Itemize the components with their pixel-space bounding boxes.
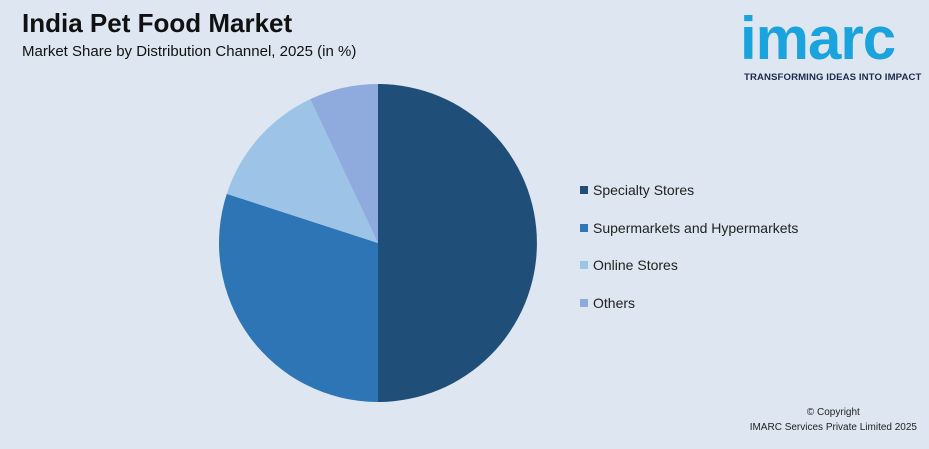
legend-label: Others — [593, 294, 636, 311]
copyright-line2: IMARC Services Private Limited 2025 — [749, 422, 917, 433]
legend-label: Specialty Stores — [593, 182, 695, 198]
legend-label: Online Stores — [593, 257, 678, 273]
legend-swatch — [580, 186, 588, 194]
imarc-logo: imarc TRANSFORMING IDEAS INTO IMPACT — [740, 4, 925, 86]
legend-label: Supermarkets and Hypermarkets — [593, 219, 799, 236]
legend-swatch — [580, 261, 588, 269]
chart-subtitle: Market Share by Distribution Channel, 20… — [22, 43, 357, 60]
legend-item-online-stores: Online Stores — [580, 255, 798, 275]
chart-title: India Pet Food Market — [22, 8, 293, 38]
legend-item-specialty-stores: Specialty Stores — [580, 180, 798, 200]
legend: Specialty Stores Supermarkets and Hyperm… — [580, 180, 798, 330]
logo-wordmark: imarc — [740, 5, 896, 72]
copyright-notice: © Copyright IMARC Services Private Limit… — [750, 405, 917, 435]
logo-tagline: TRANSFORMING IDEAS INTO IMPACT — [744, 72, 922, 83]
copyright-line1: © Copyright — [806, 407, 860, 418]
slice-supermarkets — [218, 193, 378, 402]
legend-item-supermarkets: Supermarkets and Hypermarkets — [580, 218, 798, 238]
slice-specialty-stores — [378, 84, 537, 402]
legend-item-others: Others — [580, 293, 798, 313]
slice-online-stores — [226, 99, 378, 243]
slice-others — [310, 84, 378, 243]
legend-swatch — [580, 298, 588, 307]
legend-swatch — [580, 223, 588, 232]
